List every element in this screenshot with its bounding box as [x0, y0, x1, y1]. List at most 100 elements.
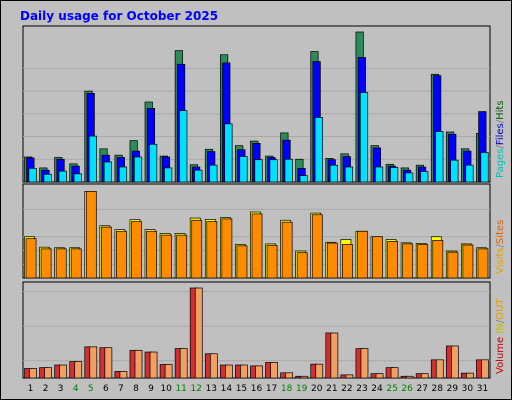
- bar-pages: [420, 171, 429, 183]
- legend-separator: /: [495, 243, 506, 247]
- bar-volume2: [285, 372, 294, 379]
- bar-pages: [118, 166, 128, 183]
- legend-item: IN: [495, 323, 506, 333]
- bar-sites: [161, 234, 172, 279]
- legend-item: OUT: [495, 298, 506, 320]
- bar-volume2: [29, 368, 37, 379]
- bar-pages: [133, 156, 143, 183]
- x-tick-label: 18: [281, 384, 293, 394]
- x-tick-label: 23: [356, 384, 367, 394]
- legend-visits: Visits/Sites: [495, 220, 506, 274]
- legend-item: Pages: [495, 149, 506, 178]
- panel-hits: Pages/Files/Hits: [22, 25, 506, 183]
- bar-volume2: [405, 375, 414, 379]
- bar-pages: [194, 169, 203, 183]
- bar-volume2: [466, 372, 474, 379]
- bar-sites: [146, 230, 157, 279]
- x-tick-label: 4: [73, 384, 79, 394]
- bar-sites: [281, 221, 293, 279]
- x-tick-label: 27: [416, 384, 427, 394]
- bar-sites: [387, 241, 398, 279]
- legend-separator: /: [495, 119, 506, 123]
- bar-pages: [390, 167, 399, 183]
- x-tick-label: 9: [148, 384, 154, 394]
- panel-volume: Volume IN/OUT: [22, 281, 506, 379]
- bar-volume2: [240, 364, 248, 379]
- bar-sites: [462, 244, 474, 279]
- bar-sites: [116, 230, 127, 279]
- bar-pages: [450, 159, 459, 183]
- bar-sites: [417, 244, 429, 279]
- bar-volume2: [164, 364, 173, 379]
- bar-sites: [40, 248, 52, 279]
- bar-pages: [480, 152, 489, 183]
- bar-volume2: [300, 375, 309, 379]
- bar-volume2: [450, 345, 459, 379]
- bar-volume2: [225, 364, 233, 379]
- bar-sites: [131, 221, 142, 279]
- bar-sites: [402, 243, 414, 279]
- x-tick-label: 19: [296, 384, 308, 394]
- bar-volume2: [481, 359, 489, 379]
- x-tick-label: 22: [341, 384, 352, 394]
- x-tick-label: 26: [401, 384, 413, 394]
- bar-volume2: [270, 362, 278, 379]
- bar-sites: [206, 221, 218, 279]
- bar-pages: [329, 164, 338, 183]
- bar-pages: [359, 92, 369, 183]
- legend-item: Files: [495, 123, 506, 145]
- bar-sites: [296, 252, 308, 279]
- bar-sites: [25, 238, 37, 279]
- bar-pages: [224, 123, 233, 183]
- x-tick-label: 11: [175, 384, 186, 394]
- bar-volume2: [179, 348, 188, 379]
- bar-volume2: [44, 367, 52, 379]
- bar-volume2: [149, 351, 158, 379]
- legend-separator: /: [495, 319, 506, 323]
- x-tick-label: 2: [43, 384, 49, 394]
- bar-pages: [269, 159, 278, 183]
- bar-pages: [103, 161, 112, 183]
- bar-sites: [447, 251, 459, 279]
- bar-volume2: [390, 367, 399, 379]
- bar-volume2: [360, 348, 369, 379]
- bar-pages: [344, 166, 354, 183]
- bar-volume2: [255, 365, 263, 379]
- x-tick-label: 31: [477, 384, 488, 394]
- legend-hits: Pages/Files/Hits: [495, 100, 506, 178]
- bar-pages: [374, 166, 384, 183]
- bar-sites: [342, 244, 353, 279]
- bar-volume2: [74, 361, 83, 379]
- bar-sites: [326, 242, 338, 279]
- x-tick-label: 24: [371, 384, 383, 394]
- legend-separator: /: [495, 145, 506, 149]
- bar-volume2: [194, 287, 203, 379]
- bar-sites: [357, 230, 368, 279]
- x-tick-label: 15: [236, 384, 247, 394]
- legend-item: Sites: [495, 220, 506, 244]
- bar-volume2: [420, 373, 429, 379]
- bar-sites: [477, 248, 489, 279]
- x-tick-label: 29: [447, 384, 459, 394]
- bar-pages: [88, 135, 97, 183]
- bar-volume2: [315, 363, 324, 379]
- x-tick-label: 1: [28, 384, 34, 394]
- chart-title: Daily usage for October 2025: [20, 9, 218, 23]
- x-tick-label: 28: [432, 384, 444, 394]
- bar-sites: [55, 248, 67, 279]
- bar-pages: [299, 175, 308, 183]
- bar-volume2: [104, 347, 113, 379]
- bar-sites: [251, 213, 263, 279]
- bar-pages: [58, 170, 67, 183]
- legend-item: Visits: [495, 247, 506, 274]
- bar-volume2: [119, 371, 128, 379]
- x-tick-label: 12: [191, 384, 202, 394]
- bar-volume2: [209, 353, 218, 379]
- bar-pages: [435, 131, 444, 183]
- bar-sites: [85, 191, 97, 279]
- x-tick-label: 30: [462, 384, 474, 394]
- bar-pages: [254, 159, 263, 183]
- bar-pages: [73, 173, 82, 183]
- legend-item: Hits: [495, 100, 506, 119]
- legend-volume: Volume IN/OUT: [495, 298, 506, 374]
